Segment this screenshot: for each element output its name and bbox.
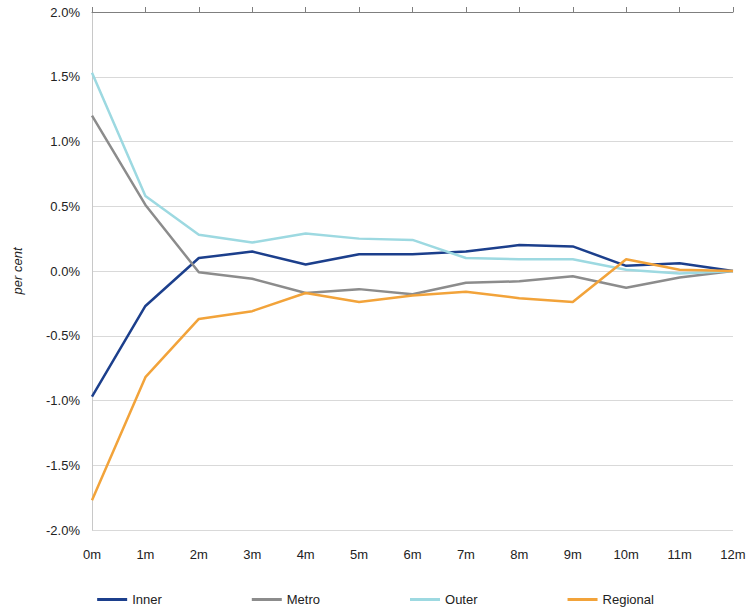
svg-text:7m: 7m <box>457 547 475 562</box>
svg-text:8m: 8m <box>510 547 528 562</box>
svg-text:1.5%: 1.5% <box>50 69 80 84</box>
svg-text:10m: 10m <box>614 547 639 562</box>
svg-text:0.5%: 0.5% <box>50 199 80 214</box>
svg-text:Regional: Regional <box>603 592 654 607</box>
svg-text:per cent: per cent <box>10 246 25 295</box>
svg-text:6m: 6m <box>403 547 421 562</box>
svg-text:12m: 12m <box>720 547 745 562</box>
svg-text:Outer: Outer <box>445 592 478 607</box>
svg-text:Inner: Inner <box>132 592 162 607</box>
svg-text:5m: 5m <box>350 547 368 562</box>
svg-text:2m: 2m <box>190 547 208 562</box>
svg-text:2.0%: 2.0% <box>50 5 80 20</box>
svg-text:4m: 4m <box>297 547 315 562</box>
svg-text:1m: 1m <box>136 547 154 562</box>
svg-text:11m: 11m <box>667 547 691 562</box>
svg-text:-2.0%: -2.0% <box>46 523 80 538</box>
svg-text:-1.5%: -1.5% <box>46 458 80 473</box>
svg-text:-0.5%: -0.5% <box>46 328 80 343</box>
svg-text:9m: 9m <box>564 547 582 562</box>
svg-text:Metro: Metro <box>287 592 320 607</box>
svg-text:0m: 0m <box>83 547 101 562</box>
svg-text:1.0%: 1.0% <box>50 134 80 149</box>
svg-text:3m: 3m <box>243 547 261 562</box>
svg-text:-1.0%: -1.0% <box>46 393 80 408</box>
svg-text:0.0%: 0.0% <box>50 264 80 279</box>
